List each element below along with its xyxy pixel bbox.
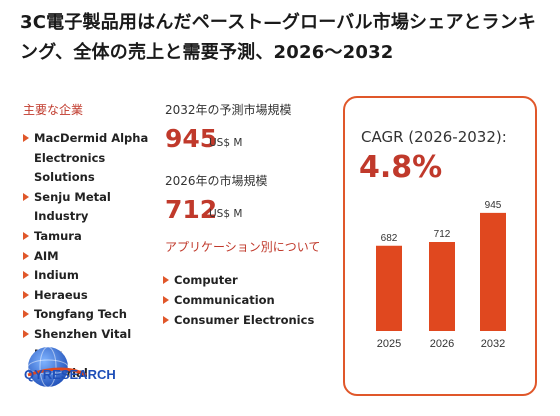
market-2032-label: 2032年の予測市場規模 bbox=[165, 103, 292, 117]
bar-value-label: 682 bbox=[381, 233, 398, 244]
application-list: Computer Communication Consumer Electron… bbox=[162, 270, 314, 330]
market-bar-chart: 682 2025 712 2026 945 2032 bbox=[376, 200, 506, 350]
cagr-value: 4.8% bbox=[359, 150, 443, 185]
company-item: Indium bbox=[22, 266, 162, 286]
cagr-panel: CAGR (2026-2032): 4.8% 682 2025 712 2026 945… bbox=[343, 96, 537, 396]
bar-2026 bbox=[429, 242, 455, 331]
market-2032-unit: US$ M bbox=[209, 137, 243, 149]
cagr-label: CAGR (2026-2032): bbox=[361, 128, 507, 146]
company-item: Senju Metal Industry bbox=[22, 188, 162, 227]
bar-value-label: 945 bbox=[485, 200, 502, 211]
x-tick-label: 2025 bbox=[377, 338, 401, 350]
company-item: Tamura bbox=[22, 227, 162, 247]
application-item: Consumer Electronics bbox=[162, 310, 314, 330]
key-companies-heading: 主要な企業 bbox=[23, 103, 84, 117]
applications-heading: アプリケーション別について bbox=[165, 240, 321, 254]
bar-2032 bbox=[480, 212, 506, 331]
market-2026-unit: US$ M bbox=[209, 208, 243, 220]
bar-value-label: 712 bbox=[434, 229, 451, 240]
x-tick-label: 2032 bbox=[481, 338, 505, 350]
qyresearch-logo: QYRESEARCH bbox=[24, 345, 164, 397]
logo-text: QYRESEARCH bbox=[24, 367, 116, 382]
application-item: Computer bbox=[162, 270, 314, 290]
globe-icon bbox=[27, 346, 87, 388]
market-2026-value: 712 bbox=[165, 195, 218, 224]
company-item: Tongfang Tech bbox=[22, 305, 162, 325]
market-2026-label: 2026年の市場規模 bbox=[165, 174, 268, 188]
company-item-continuation: Electronics Solutions bbox=[34, 150, 106, 185]
company-item: Heraeus bbox=[22, 286, 162, 306]
bar-2025 bbox=[376, 245, 402, 331]
company-item: MacDermid Alpha bbox=[22, 129, 162, 149]
x-tick-label: 2026 bbox=[430, 338, 454, 350]
application-item: Communication bbox=[162, 290, 314, 310]
market-2032-value: 945 bbox=[165, 124, 218, 153]
company-item: AIM bbox=[22, 247, 162, 267]
page-title: 3C電子製品用はんだペースト—グローバル市場シェアとランキング、全体の売上と需要… bbox=[20, 12, 537, 63]
